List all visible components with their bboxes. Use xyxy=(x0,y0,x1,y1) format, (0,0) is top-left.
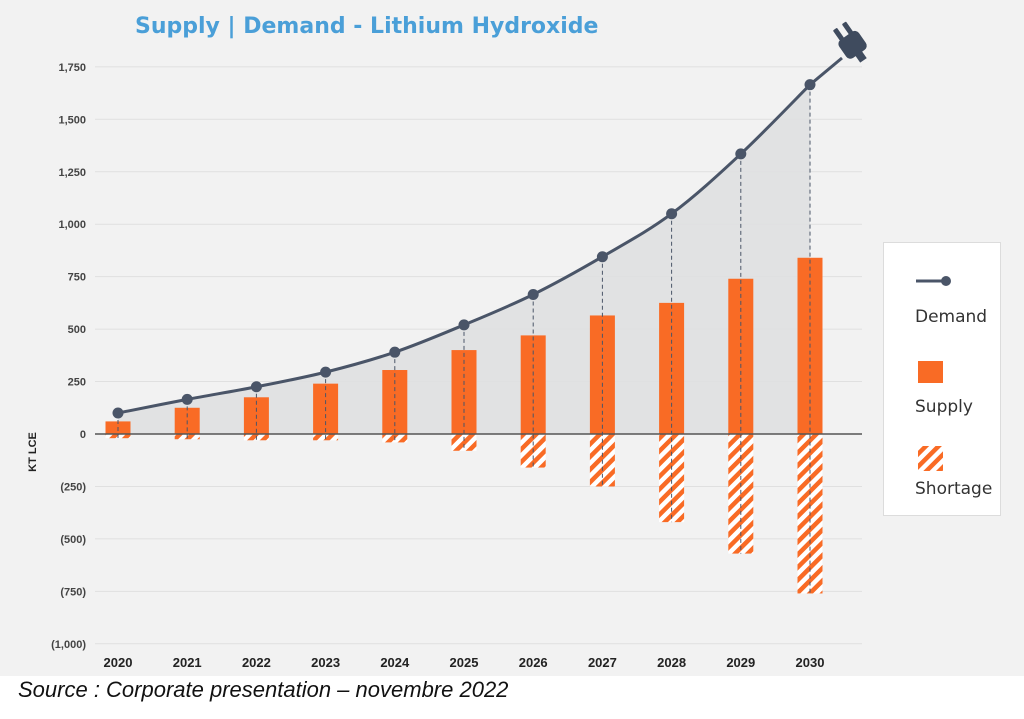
x-tick-label: 2021 xyxy=(173,655,202,670)
legend-demand-label: Demand xyxy=(915,307,988,327)
y-axis-label: KT LCE xyxy=(27,432,39,472)
y-tick-label: 0 xyxy=(80,429,86,441)
demand-line-extension xyxy=(809,56,843,86)
supply-bar xyxy=(451,350,477,434)
demand-point xyxy=(596,251,608,263)
source-note: Source : Corporate presentation – novemb… xyxy=(18,677,509,702)
supply-bar xyxy=(589,315,615,434)
y-tick-label: 1,250 xyxy=(58,167,86,179)
demand-point xyxy=(804,79,816,91)
demand-point xyxy=(527,288,539,300)
demand-point xyxy=(112,407,124,419)
y-tick-label: 500 xyxy=(68,324,86,336)
legend-supply-swatch xyxy=(918,361,943,383)
demand-line-group xyxy=(112,56,843,594)
x-tick-label: 2026 xyxy=(519,655,548,670)
x-tick-label: 2028 xyxy=(657,655,686,670)
y-tick-label: (500) xyxy=(60,534,86,546)
legend-shortage-label: Shortage xyxy=(915,479,993,499)
y-tick-label: 250 xyxy=(68,377,86,389)
y-tick-label: 750 xyxy=(68,272,86,284)
tick-labels: 1,750 1,500 1,250 1,000 750 500 250 0 (250) (500)… xyxy=(51,62,824,670)
demand-point xyxy=(735,148,747,160)
x-tick-label: 2020 xyxy=(104,655,133,670)
x-tick-label: 2023 xyxy=(311,655,340,670)
demand-point xyxy=(320,366,332,378)
shortage-bar xyxy=(451,434,477,451)
x-tick-label: 2029 xyxy=(726,655,755,670)
chart-plot: 1,750 1,500 1,250 1,000 750 500 250 0 (250) (500)… xyxy=(27,21,867,670)
legend-shortage-swatch xyxy=(918,446,943,471)
x-tick-label: 2027 xyxy=(588,655,617,670)
demand-point xyxy=(666,208,678,220)
demand-point xyxy=(458,319,470,331)
chart-title: Supply | Demand - Lithium Hydroxide xyxy=(135,14,599,39)
x-tick-label: 2025 xyxy=(450,655,479,670)
y-tick-label: 1,000 xyxy=(58,219,86,231)
y-tick-label: (250) xyxy=(60,481,86,493)
demand-area xyxy=(118,84,810,435)
gridlines xyxy=(95,66,862,645)
demand-point xyxy=(389,346,401,358)
x-tick-label: 2030 xyxy=(796,655,825,670)
supply-bar xyxy=(520,335,546,434)
demand-area-fill xyxy=(118,84,810,435)
legend-demand-marker xyxy=(941,276,951,286)
x-tick-label: 2024 xyxy=(380,655,410,670)
plug-icon xyxy=(833,21,867,63)
y-tick-label: (1,000) xyxy=(51,639,86,651)
demand-point xyxy=(250,381,262,393)
x-tick-label: 2022 xyxy=(242,655,271,670)
demand-point xyxy=(181,393,193,405)
y-tick-label: 1,500 xyxy=(58,114,86,126)
legend: Demand Supply Shortage xyxy=(883,242,1001,516)
y-tick-label: (750) xyxy=(60,586,86,598)
y-tick-label: 1,750 xyxy=(58,62,86,74)
legend-supply-label: Supply xyxy=(915,397,973,417)
